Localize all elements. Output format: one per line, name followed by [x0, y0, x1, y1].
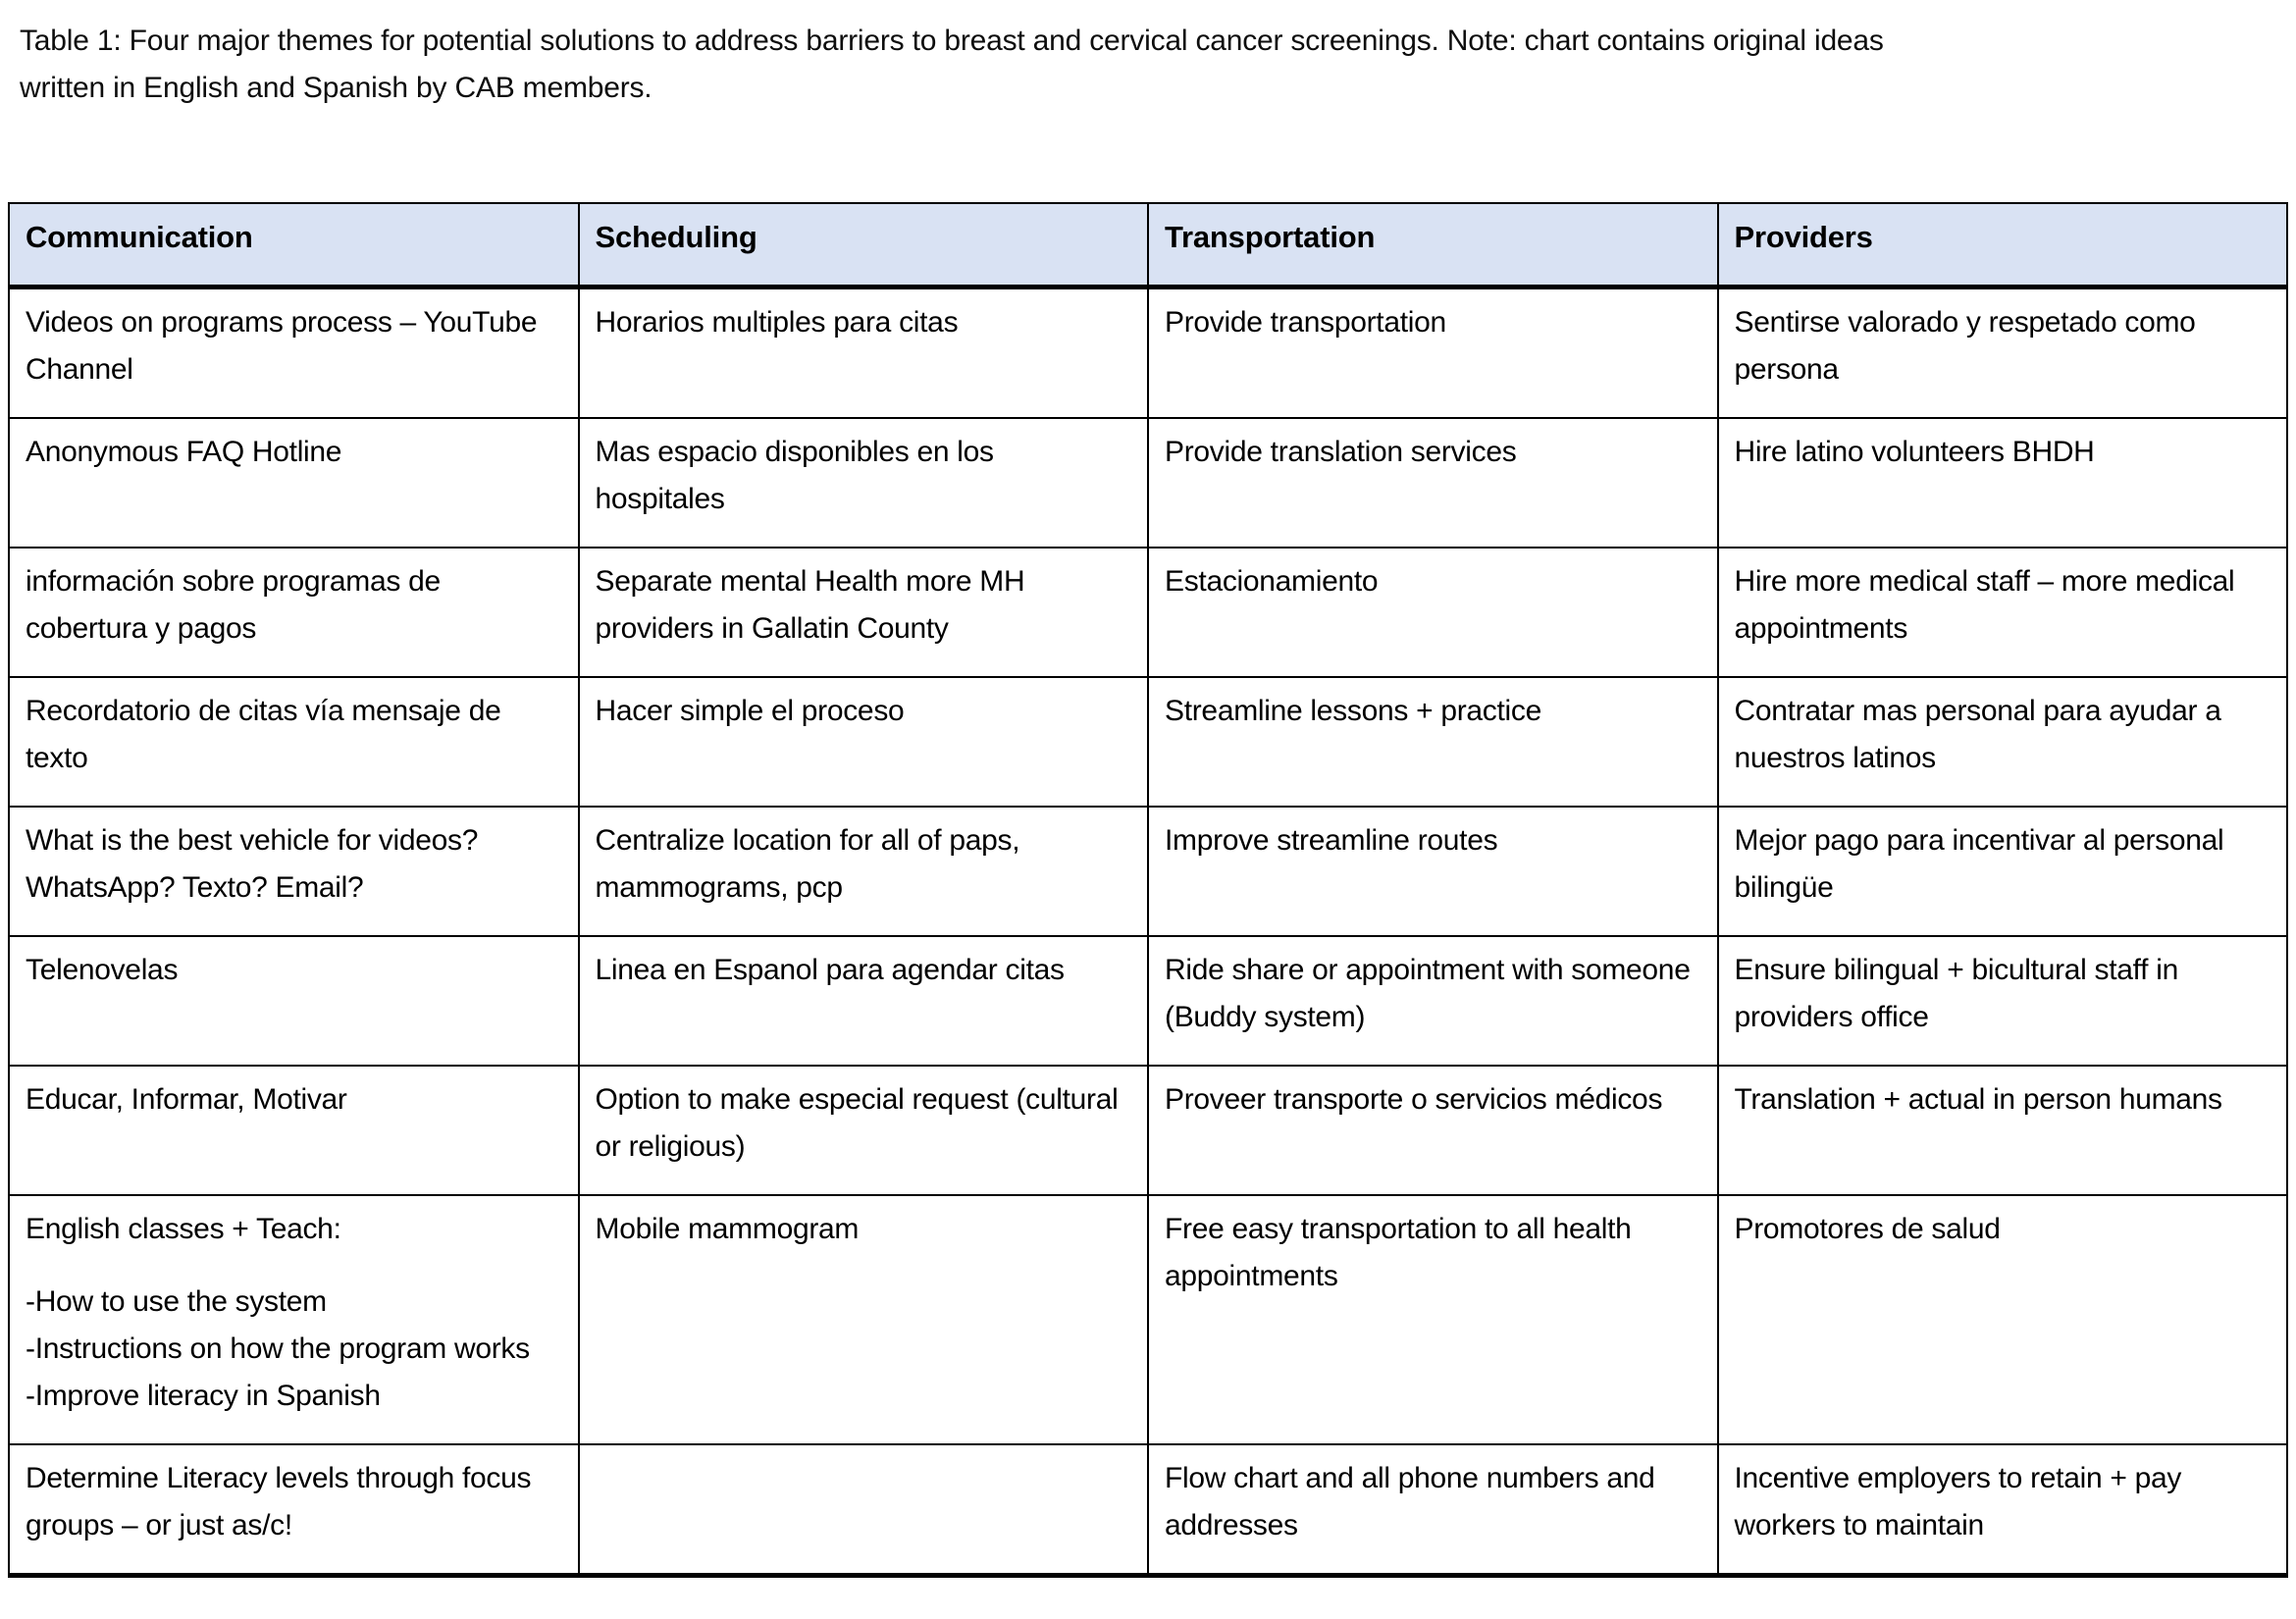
table-cell: Mejor pago para incentivar al personal b… — [1716, 806, 2288, 937]
cell-paragraph: Provide translation services — [1165, 436, 1517, 468]
table-cell: Determine Literacy levels through focus … — [8, 1443, 580, 1577]
table-cell: Educar, Informar, Motivar — [8, 1065, 580, 1196]
paragraph-gap — [26, 1253, 560, 1279]
table-row: información sobre programas de cobertura… — [8, 547, 2288, 678]
table-cell: Contratar mas personal para ayudar a nue… — [1716, 676, 2288, 808]
cell-paragraph: Linea en Espanol para agendar citas — [595, 954, 1065, 986]
table-cell: Centralize location for all of paps, mam… — [577, 806, 1149, 937]
table-row: Determine Literacy levels through focus … — [8, 1443, 2288, 1577]
table-cell: Ensure bilingual + bicultural staff in p… — [1716, 935, 2288, 1067]
cell-paragraph: Determine Literacy levels through focus … — [26, 1462, 532, 1541]
cell-paragraph: Ensure bilingual + bicultural staff in p… — [1734, 954, 2179, 1033]
cell-paragraph: Free easy transportation to all health a… — [1165, 1213, 1632, 1292]
cell-paragraph: Provide transportation — [1165, 306, 1446, 339]
table-cell: What is the best vehicle for videos? Wha… — [8, 806, 580, 937]
cell-paragraph: Telenovelas — [26, 954, 179, 986]
table-cell: Ride share or appointment with someone (… — [1147, 935, 1719, 1067]
table-row: Telenovelas Linea en Espanol para agendar… — [8, 935, 2288, 1067]
table-cell: Anonymous FAQ Hotline — [8, 417, 580, 548]
cell-paragraph: What is the best vehicle for videos? Wha… — [26, 824, 479, 904]
cell-paragraph: Hire more medical staff – more medical a… — [1734, 565, 2235, 645]
column-header-scheduling: Scheduling — [577, 202, 1149, 289]
table-cell: Hire latino volunteers BHDH — [1716, 417, 2288, 548]
caption-line-2: written in English and Spanish by CAB me… — [20, 72, 652, 104]
table-cell: Hire more medical staff – more medical a… — [1716, 547, 2288, 678]
cell-paragraph: Incentive employers to retain + pay work… — [1734, 1462, 2182, 1541]
cell-paragraph: Translation + actual in person humans — [1734, 1083, 2223, 1116]
table-cell: English classes + Teach: -How to use the … — [8, 1194, 580, 1445]
cell-paragraph: Hacer simple el proceso — [595, 695, 905, 727]
cell-paragraph: Promotores de salud — [1734, 1213, 2001, 1245]
cell-paragraph: Mobile mammogram — [595, 1213, 860, 1245]
document-page: Table 1: Four major themes for potential… — [8, 18, 2288, 1578]
table-cell: Provide transportation — [1147, 286, 1719, 419]
table-cell: Translation + actual in person humans — [1716, 1065, 2288, 1196]
cell-paragraph: Educar, Informar, Motivar — [26, 1083, 347, 1116]
table-cell: Horarios multiples para citas — [577, 286, 1149, 419]
cell-paragraph: Improve streamline routes — [1165, 824, 1498, 857]
table-header: Communication Scheduling Transportation Pro… — [8, 202, 2288, 289]
table-cell: Separate mental Health more MH providers… — [577, 547, 1149, 678]
cell-paragraph: Option to make especial request (cultura… — [595, 1083, 1119, 1163]
caption-line-1: Table 1: Four major themes for potential… — [20, 25, 1884, 57]
table-cell: Incentive employers to retain + pay work… — [1716, 1443, 2288, 1577]
table-cell: Option to make especial request (cultura… — [577, 1065, 1149, 1196]
cell-paragraph: Streamline lessons + practice — [1165, 695, 1541, 727]
table-cell: Estacionamiento — [1147, 547, 1719, 678]
cell-paragraph: Flow chart and all phone numbers and add… — [1165, 1462, 1655, 1541]
cell-paragraph: Mas espacio disponibles en los hospitale… — [595, 436, 995, 515]
table-caption: Table 1: Four major themes for potential… — [20, 18, 2288, 112]
table-cell: Proveer transporte o servicios médicos — [1147, 1065, 1719, 1196]
table-row: Anonymous FAQ Hotline Mas espacio disponi… — [8, 417, 2288, 548]
cell-paragraph: Centralize location for all of paps, mam… — [595, 824, 1020, 904]
table-cell: Mas espacio disponibles en los hospitale… — [577, 417, 1149, 548]
column-header-communication: Communication — [8, 202, 580, 289]
solutions-table: Communication Scheduling Transportation Pro… — [8, 202, 2288, 1578]
cell-paragraph: Horarios multiples para citas — [595, 306, 959, 339]
table-row: Recordatorio de citas vía mensaje de tex… — [8, 676, 2288, 808]
cell-paragraph: Anonymous FAQ Hotline — [26, 436, 342, 468]
cell-paragraph: Mejor pago para incentivar al personal b… — [1734, 824, 2224, 904]
table-cell: Mobile mammogram — [577, 1194, 1149, 1445]
table-cell: Linea en Espanol para agendar citas — [577, 935, 1149, 1067]
table-cell: Provide translation services — [1147, 417, 1719, 548]
table-cell: Flow chart and all phone numbers and add… — [1147, 1443, 1719, 1577]
table-row: Educar, Informar, Motivar Option to make … — [8, 1065, 2288, 1196]
table-cell: información sobre programas de cobertura… — [8, 547, 580, 678]
cell-paragraph: English classes + Teach: — [26, 1213, 341, 1245]
table-cell: Hacer simple el proceso — [577, 676, 1149, 808]
table-cell — [577, 1443, 1149, 1577]
cell-paragraph: Proveer transporte o servicios médicos — [1165, 1083, 1663, 1116]
table-cell: Videos on programs process – YouTube Cha… — [8, 286, 580, 419]
table-cell: Sentirse valorado y respetado como perso… — [1716, 286, 2288, 419]
table-cell: Telenovelas — [8, 935, 580, 1067]
cell-paragraph: Estacionamiento — [1165, 565, 1379, 598]
cell-paragraph: Hire latino volunteers BHDH — [1734, 436, 2095, 468]
cell-paragraph: Videos on programs process – YouTube Cha… — [26, 306, 538, 386]
cell-paragraph: Contratar mas personal para ayudar a nue… — [1734, 695, 2221, 774]
table-cell: Free easy transportation to all health a… — [1147, 1194, 1719, 1445]
cell-paragraph: información sobre programas de cobertura… — [26, 565, 441, 645]
table-row: English classes + Teach: -How to use the … — [8, 1194, 2288, 1445]
table-body: Videos on programs process – YouTube Cha… — [8, 286, 2288, 1577]
table-cell: Recordatorio de citas vía mensaje de tex… — [8, 676, 580, 808]
table-row: Videos on programs process – YouTube Cha… — [8, 286, 2288, 419]
column-header-transportation: Transportation — [1147, 202, 1719, 289]
cell-paragraph: Ride share or appointment with someone (… — [1165, 954, 1691, 1033]
cell-paragraph: -Instructions on how the program works — [26, 1332, 530, 1365]
cell-paragraph: -Improve literacy in Spanish — [26, 1380, 381, 1412]
cell-paragraph: -How to use the system — [26, 1285, 327, 1318]
header-row: Communication Scheduling Transportation Pro… — [8, 202, 2288, 289]
table-cell: Promotores de salud — [1716, 1194, 2288, 1445]
table-cell: Improve streamline routes — [1147, 806, 1719, 937]
column-header-providers: Providers — [1716, 202, 2288, 289]
cell-paragraph: Recordatorio de citas vía mensaje de tex… — [26, 695, 501, 774]
table-cell: Streamline lessons + practice — [1147, 676, 1719, 808]
table-row: What is the best vehicle for videos? Wha… — [8, 806, 2288, 937]
cell-paragraph: Sentirse valorado y respetado como perso… — [1734, 306, 2196, 386]
cell-paragraph: Separate mental Health more MH providers… — [595, 565, 1025, 645]
